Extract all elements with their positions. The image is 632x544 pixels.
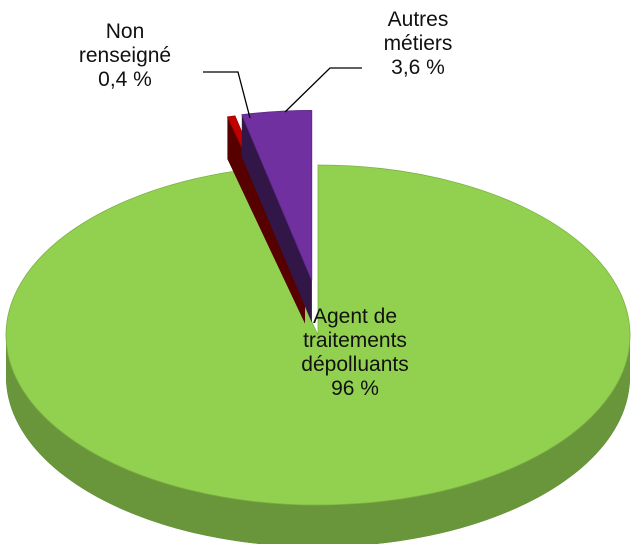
slice-label: Autres métiers 3,6 % (363, 8, 473, 80)
category-label: Agent de traitements dépolluants (301, 305, 409, 376)
leader-line (203, 71, 251, 119)
slice-label: Agent de traitements dépolluants 96 % (265, 305, 445, 401)
value-label: 3,6 % (391, 56, 445, 79)
value-label: 0,4 % (98, 68, 152, 91)
category-label: Autres métiers (383, 8, 453, 55)
category-label: Non renseigné (78, 20, 172, 67)
leader-line (284, 67, 362, 113)
slices (5, 109, 631, 544)
slice (5, 164, 631, 506)
value-label: 96 % (331, 377, 379, 400)
slice-side (6, 335, 630, 544)
slice-face (241, 114, 312, 323)
slice (241, 109, 313, 281)
slice-label: Non renseigné 0,4 % (65, 20, 185, 92)
